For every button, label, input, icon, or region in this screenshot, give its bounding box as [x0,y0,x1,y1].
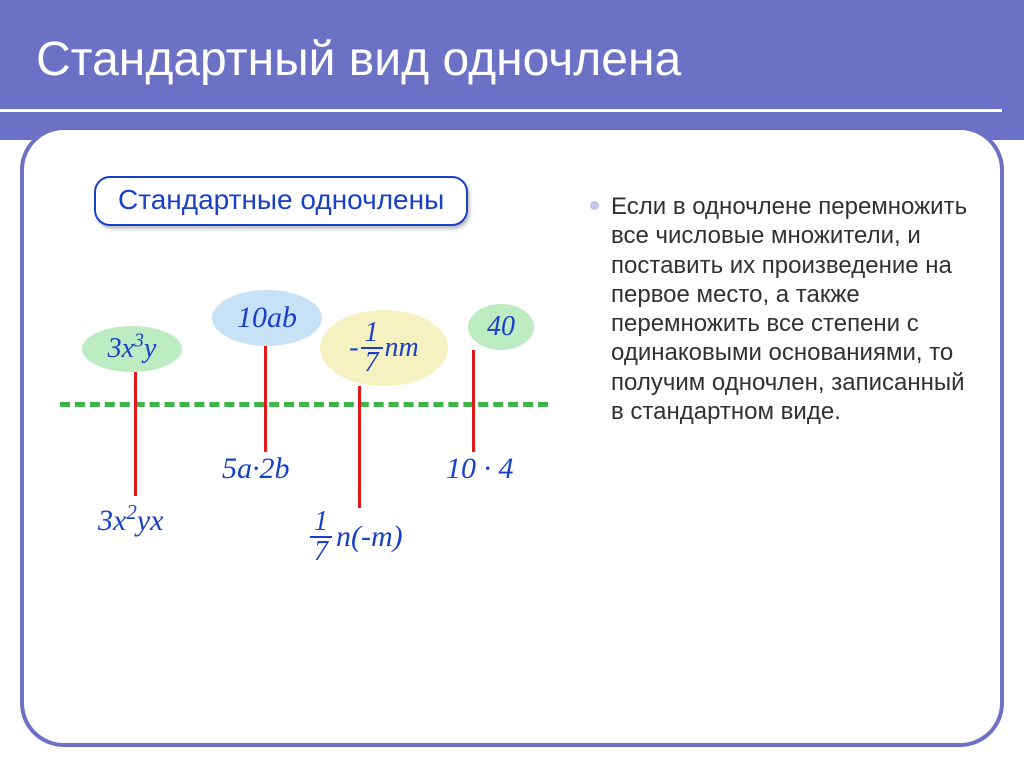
fraction-denominator: 7 [361,349,383,377]
ellipse-label: 40 [487,311,515,343]
ellipse-label: - 1 7 nm [349,319,419,377]
content-frame: Стандартные одночлены 3x3y 10ab - [20,126,1004,747]
diagram-column: Стандартные одночлены 3x3y 10ab - [52,158,572,715]
monomial-diagram: 3x3y 10ab - 1 7 nm 40 [52,260,552,600]
ellipse-neg-frac-nm: - 1 7 nm [320,310,448,386]
bullet-icon [590,201,599,210]
header-underline [0,109,1002,112]
fraction-numerator: 1 [361,319,383,349]
label-5a2b: 5a·2b [222,452,290,486]
diagram-caption-pill: Стандартные одночлены [94,176,468,226]
label-3x2yx: 3x2yx [98,504,163,538]
slide-header: Стандартный вид одночлена [0,0,1024,140]
slide-title: Стандартный вид одночлена [36,32,988,87]
ellipse-10ab: 10ab [212,290,322,346]
label-10times4: 10 · 4 [446,452,514,486]
content-row: Стандартные одночлены 3x3y 10ab - [24,130,1000,743]
fraction-denominator: 7 [310,538,332,566]
ellipse-40: 40 [468,304,534,350]
connector-1 [134,372,137,496]
bullet-item: Если в одночлене перемножить все числовы… [590,192,972,426]
text-column: Если в одночлене перемножить все числовы… [572,158,972,715]
ellipse-label: 3x3y [108,333,157,365]
label-frac-nm-neg: 1 7 n(-m) [310,508,403,566]
connector-3 [358,386,361,508]
definition-text: Если в одночлене перемножить все числовы… [611,192,972,426]
fraction-numerator: 1 [310,508,332,538]
connector-4 [472,350,475,452]
ellipse-label: 10ab [237,301,297,335]
connector-2 [264,346,267,452]
ellipse-3x3y: 3x3y [82,326,182,372]
